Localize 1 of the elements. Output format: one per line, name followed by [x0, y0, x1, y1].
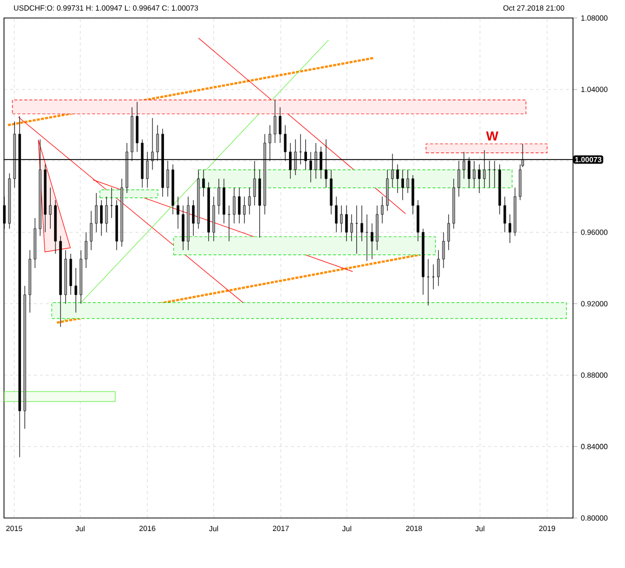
- annotation: W: [486, 132, 498, 140]
